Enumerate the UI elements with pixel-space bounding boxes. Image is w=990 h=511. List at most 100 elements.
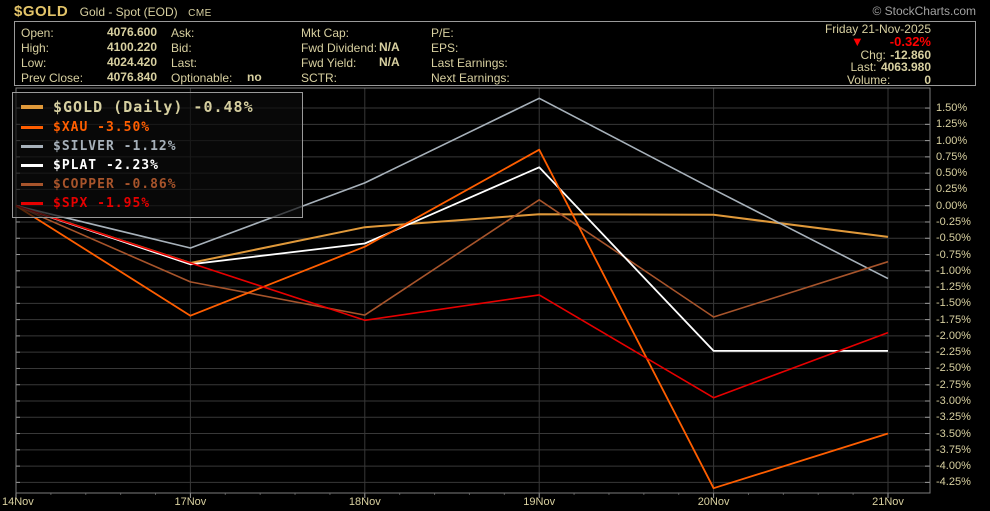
legend-item-label: $GOLD (Daily) -0.48%	[53, 98, 254, 116]
copyright-link[interactable]: © StockCharts.com	[872, 4, 976, 18]
prev-close-label: Prev Close:	[21, 71, 84, 85]
y-tick-label: -3.50%	[936, 427, 971, 440]
optionable-value: no	[247, 70, 262, 84]
y-tick-label: -1.00%	[936, 264, 971, 277]
legend-dash-icon	[21, 105, 43, 109]
last-value: 4063.980	[880, 60, 931, 75]
volume-value: 0	[924, 73, 931, 88]
chg-value: -12.860	[890, 47, 931, 62]
fwd-yield-value: N/A	[379, 55, 400, 69]
y-tick-label: -1.50%	[936, 297, 971, 310]
last-earnings-label: Last Earnings:	[431, 56, 508, 70]
y-tick-label: -3.00%	[936, 395, 971, 407]
y-tick-label: -2.25%	[936, 346, 971, 359]
bid-label: Bid:	[171, 41, 192, 55]
quote-col-fundamental: Mkt Cap: Fwd Dividend: N/A Fwd Yield: N/A …	[301, 25, 431, 85]
y-tick-label: 0.75%	[936, 150, 968, 163]
last-col-label: Last:	[171, 56, 198, 70]
volume-label: Volume:	[846, 73, 891, 88]
quote-summary-box: Open: 4076.600 High: 4100.220 Low: 4024.420…	[14, 21, 976, 87]
low-label: Low:	[21, 56, 47, 70]
y-tick-label: 0.00%	[936, 199, 968, 212]
legend-item-label: $COPPER -0.86%	[53, 177, 177, 192]
plot-frame	[15, 87, 931, 494]
symbol-description: Gold - Spot (EOD)	[79, 5, 178, 19]
y-tick-label: 0.50%	[936, 167, 968, 180]
pct-change-value: -0.32%	[889, 33, 931, 49]
legend-item-label: $SPX -1.95%	[53, 196, 151, 211]
chg-label: Chg:	[860, 47, 886, 62]
x-tick-label: 19Nov	[523, 496, 556, 508]
quote-change-block: Friday 21-Nov-2025 ▼ -0.32% Chg: -12.860 …	[825, 23, 931, 87]
y-tick-label: -4.00%	[936, 460, 971, 473]
y-tick-label: -4.25%	[936, 476, 971, 489]
ask-label: Ask:	[171, 26, 195, 40]
x-tick-label: 21Nov	[872, 496, 904, 508]
y-tick-label: -3.25%	[936, 411, 971, 424]
y-tick-label: 1.00%	[936, 134, 968, 147]
y-tick-label: -3.75%	[936, 443, 971, 456]
x-tick-label: 20Nov	[697, 496, 730, 508]
fwd-dividend-value: N/A	[379, 40, 400, 54]
series-line-copper	[15, 199, 889, 318]
next-earnings-label: Next Earnings:	[431, 71, 510, 85]
y-tick-label: -1.75%	[936, 313, 971, 326]
x-tick-label: 14Nov	[2, 496, 34, 508]
y-tick-label: -2.50%	[936, 362, 971, 375]
series-line-xau	[15, 148, 889, 490]
legend-item-spx: $SPX -1.95%	[13, 194, 302, 213]
optionable-label: Optionable:	[171, 71, 233, 85]
y-tick-label: 1.25%	[936, 118, 968, 131]
legend-item-plat: $PLAT -2.23%	[13, 156, 302, 175]
y-tick-label: 1.50%	[936, 102, 968, 115]
mkt-cap-label: Mkt Cap:	[301, 26, 350, 40]
legend-dash-icon	[21, 164, 43, 167]
eps-label: EPS:	[431, 41, 459, 55]
last-label: Last:	[850, 60, 877, 75]
legend-item-label: $SILVER -1.12%	[53, 139, 177, 154]
open-label: Open:	[21, 26, 54, 40]
legend-dash-icon	[21, 202, 43, 205]
low-value: 4024.420	[106, 55, 157, 69]
quote-col-ohlc: Open: 4076.600 High: 4100.220 Low: 4024.420…	[21, 25, 171, 85]
x-tick-label: 18Nov	[348, 496, 381, 508]
symbol-label: $GOLD	[14, 3, 69, 20]
legend-item-gold: $GOLD (Daily) -0.48%	[13, 96, 302, 118]
fwd-yield-label: Fwd Yield:	[301, 56, 357, 70]
series-legend: $GOLD (Daily) -0.48% $XAU -3.50% $SILVER -…	[12, 92, 303, 218]
legend-dash-icon	[21, 183, 43, 186]
legend-item-label: $XAU -3.50%	[53, 120, 151, 135]
quote-col-earnings: P/E: EPS: Last Earnings: Next Earnings:	[431, 25, 561, 85]
date-label: Friday 21-Nov-2025	[824, 22, 931, 36]
legend-dash-icon	[21, 145, 43, 148]
fwd-dividend-label: Fwd Dividend:	[301, 41, 378, 55]
y-tick-label: -0.50%	[936, 232, 971, 245]
prev-close-value: 4076.840	[106, 70, 157, 84]
sctr-label: SCTR:	[301, 71, 337, 85]
open-value: 4076.600	[106, 25, 157, 39]
down-arrow-icon: ▼	[850, 33, 864, 49]
chart-title-row: $GOLD Gold - Spot (EOD) CME	[14, 3, 212, 21]
series-line-plat	[15, 166, 888, 352]
legend-dash-icon	[21, 126, 43, 129]
y-tick-label: 0.25%	[936, 183, 968, 196]
y-tick-label: -2.75%	[936, 378, 971, 391]
y-tick-label: -0.25%	[936, 215, 971, 228]
exchange-label: CME	[188, 8, 212, 19]
legend-item-silver: $SILVER -1.12%	[13, 137, 302, 156]
legend-item-label: $PLAT -2.23%	[53, 158, 159, 173]
quote-col-bid-ask: Ask: Bid: Last: Optionable: no	[171, 25, 291, 85]
y-tick-label: -0.75%	[936, 248, 971, 261]
legend-item-xau: $XAU -3.50%	[13, 118, 302, 137]
series-line-spx	[15, 204, 889, 399]
y-tick-label: -1.25%	[936, 281, 971, 294]
y-tick-label: -2.00%	[936, 329, 971, 342]
legend-item-copper: $COPPER -0.86%	[13, 175, 302, 194]
series-line-silver	[15, 97, 889, 280]
high-value: 4100.220	[106, 40, 157, 54]
high-label: High:	[21, 41, 50, 55]
pe-label: P/E:	[431, 26, 454, 40]
x-tick-label: 17Nov	[174, 496, 207, 508]
